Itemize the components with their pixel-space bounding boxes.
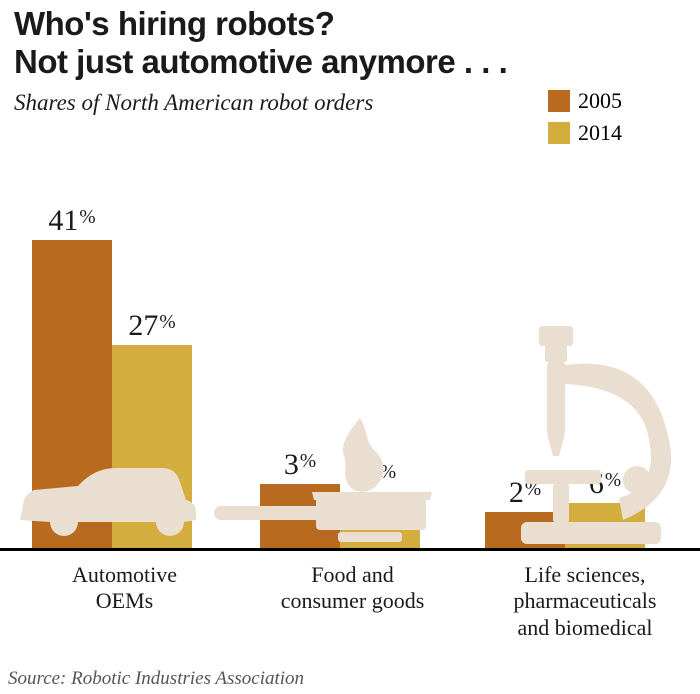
chart-group-auto: 41%27% AutomotiveOEMs [32,0,217,694]
source-attribution: Source: Robotic Industries Association [8,668,304,690]
chart-group-life: 2%6% Life sciences,pharmaceuticalsand bi… [485,0,685,694]
category-label: AutomotiveOEMs [22,562,227,615]
infographic: Who's hiring robots? Not just automotive… [0,0,700,694]
pan-icon [208,400,458,550]
bar-value-label: 27% [112,309,192,343]
bar-value-label: 41% [32,204,112,238]
category-label: Life sciences,pharmaceuticalsand biomedi… [475,562,695,641]
chart-baseline [0,548,700,551]
car-icon [8,450,208,550]
category-label: Food andconsumer goods [250,562,455,615]
microscope-icon [501,320,700,550]
chart-group-food: 3%7% Food andconsumer goods [260,0,445,694]
